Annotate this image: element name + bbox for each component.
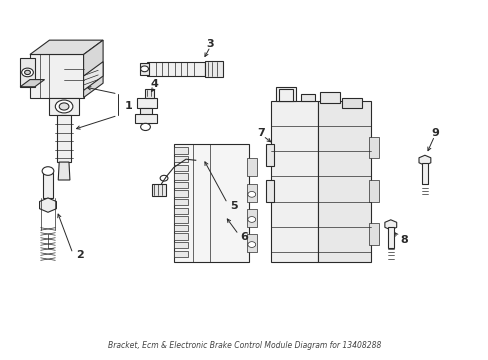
Polygon shape (173, 190, 188, 197)
Polygon shape (40, 198, 56, 212)
Text: 7: 7 (257, 129, 264, 138)
Polygon shape (173, 216, 188, 223)
Text: 6: 6 (240, 232, 248, 242)
Polygon shape (300, 94, 315, 101)
Polygon shape (246, 184, 256, 202)
Polygon shape (83, 62, 103, 90)
Polygon shape (20, 58, 35, 87)
Polygon shape (30, 54, 83, 98)
Polygon shape (368, 180, 378, 202)
Polygon shape (20, 80, 44, 87)
Polygon shape (140, 108, 152, 123)
Text: 4: 4 (151, 79, 159, 89)
Polygon shape (266, 180, 273, 202)
Polygon shape (341, 98, 361, 108)
Polygon shape (57, 116, 71, 162)
Polygon shape (276, 87, 295, 101)
Text: 3: 3 (206, 39, 214, 49)
Text: 9: 9 (431, 128, 439, 138)
Polygon shape (49, 98, 79, 116)
Polygon shape (418, 155, 430, 165)
Polygon shape (368, 137, 378, 158)
Text: 8: 8 (400, 235, 407, 245)
Polygon shape (368, 223, 378, 244)
Polygon shape (278, 89, 293, 101)
Circle shape (247, 192, 255, 197)
Polygon shape (152, 184, 166, 196)
Bar (421, 163, 427, 184)
Polygon shape (173, 144, 249, 262)
Polygon shape (173, 242, 188, 248)
Circle shape (59, 103, 69, 110)
Circle shape (24, 70, 30, 75)
Polygon shape (140, 63, 149, 75)
Text: 5: 5 (229, 201, 237, 211)
Polygon shape (271, 101, 317, 262)
Polygon shape (173, 208, 188, 214)
Circle shape (42, 167, 54, 175)
Polygon shape (246, 209, 256, 226)
Polygon shape (173, 173, 188, 180)
Polygon shape (144, 89, 154, 98)
Text: Bracket, Ecm & Electronic Brake Control Module Diagram for 13408288: Bracket, Ecm & Electronic Brake Control … (107, 341, 381, 350)
Circle shape (247, 217, 255, 222)
Polygon shape (173, 233, 188, 240)
Text: 2: 2 (76, 250, 84, 260)
Circle shape (193, 149, 203, 157)
Circle shape (160, 175, 167, 181)
Polygon shape (173, 156, 188, 162)
Circle shape (247, 242, 255, 247)
Circle shape (141, 123, 150, 131)
Polygon shape (384, 220, 396, 230)
Polygon shape (43, 173, 53, 198)
Polygon shape (173, 147, 188, 154)
Polygon shape (320, 92, 339, 103)
Polygon shape (83, 40, 103, 98)
Polygon shape (173, 165, 188, 171)
Circle shape (141, 66, 148, 72)
Polygon shape (135, 114, 157, 123)
Polygon shape (147, 62, 205, 76)
Circle shape (55, 100, 73, 113)
Circle shape (188, 146, 207, 160)
Polygon shape (173, 182, 188, 188)
Polygon shape (30, 40, 103, 54)
Polygon shape (246, 158, 256, 176)
Polygon shape (173, 251, 188, 257)
Polygon shape (58, 162, 70, 180)
Polygon shape (205, 61, 222, 77)
Circle shape (21, 68, 33, 77)
Polygon shape (137, 98, 157, 108)
Polygon shape (246, 234, 256, 252)
Bar (387, 226, 393, 248)
Polygon shape (173, 225, 188, 231)
Text: 1: 1 (125, 102, 133, 112)
Polygon shape (266, 144, 273, 166)
Polygon shape (173, 199, 188, 206)
Polygon shape (317, 101, 370, 262)
